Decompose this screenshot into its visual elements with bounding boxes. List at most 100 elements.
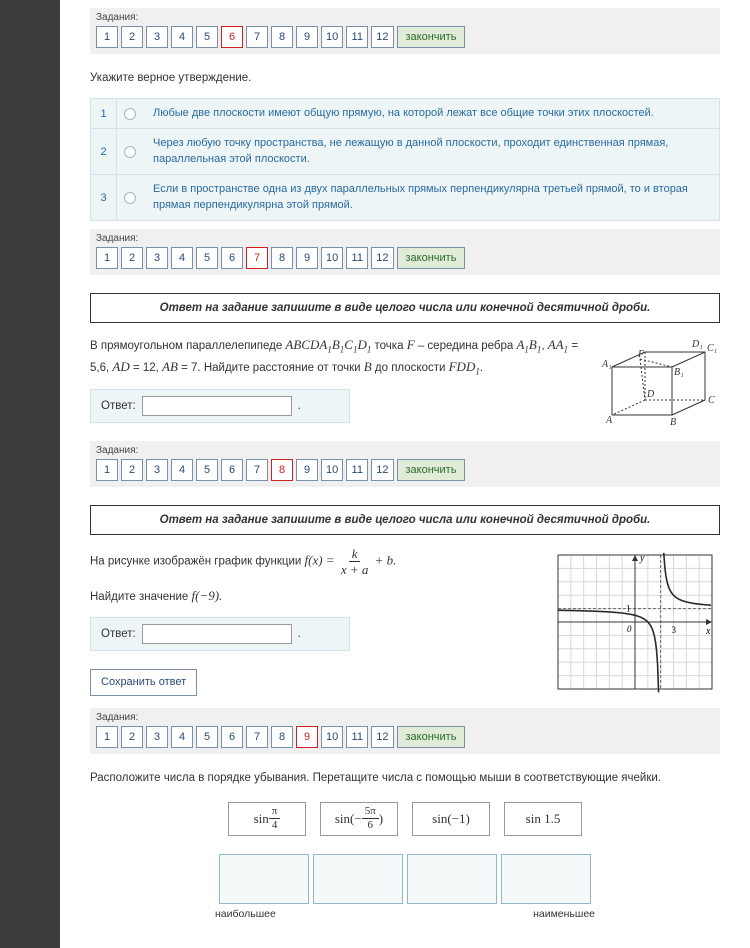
nav-item-9[interactable]: 9 xyxy=(296,726,318,748)
nav-item-2[interactable]: 2 xyxy=(121,26,143,48)
nav-item-10[interactable]: 10 xyxy=(321,459,343,481)
nav-item-2[interactable]: 2 xyxy=(121,459,143,481)
nav-item-8[interactable]: 8 xyxy=(271,247,293,269)
nav-item-7[interactable]: 7 xyxy=(246,726,268,748)
nav-item-11[interactable]: 11 xyxy=(346,26,368,48)
drag-item[interactable]: sin(−5π6) xyxy=(320,802,398,836)
nav-item-3[interactable]: 3 xyxy=(146,459,168,481)
nav-item-9[interactable]: 9 xyxy=(296,459,318,481)
text: Найдите значение xyxy=(90,591,192,603)
nav-item-7[interactable]: 7 xyxy=(246,247,268,269)
nav-item-1[interactable]: 1 xyxy=(96,459,118,481)
svg-text:F: F xyxy=(637,349,645,360)
choice-radio[interactable] xyxy=(117,99,143,128)
nav-item-9[interactable]: 9 xyxy=(296,247,318,269)
nav-item-4[interactable]: 4 xyxy=(171,247,193,269)
answer-dot: . xyxy=(298,397,301,415)
math: F xyxy=(407,337,415,352)
nav-finish-button[interactable]: закончить xyxy=(397,459,466,481)
drop-slot[interactable] xyxy=(313,854,403,904)
nav-item-6[interactable]: 6 xyxy=(221,459,243,481)
nav-label: Задания: xyxy=(96,12,714,23)
nav-item-6[interactable]: 6 xyxy=(221,26,243,48)
nav-label: Задания: xyxy=(96,445,714,456)
nav-item-2[interactable]: 2 xyxy=(121,247,143,269)
drag-item[interactable]: sinπ4 xyxy=(228,802,306,836)
choice-row[interactable]: 1Любые две плоскости имеют общую прямую,… xyxy=(90,98,720,129)
answer-input[interactable] xyxy=(142,396,292,416)
task-body: В прямоугольном параллелепипеде ABCDA1B1… xyxy=(90,335,720,433)
nav-label: Задания: xyxy=(96,712,714,723)
nav-item-5[interactable]: 5 xyxy=(196,247,218,269)
left-sidebar-strip xyxy=(0,0,60,948)
choice-radio[interactable] xyxy=(117,175,143,220)
nav-item-8[interactable]: 8 xyxy=(271,726,293,748)
nav-item-10[interactable]: 10 xyxy=(321,247,343,269)
nav-item-8[interactable]: 8 xyxy=(271,459,293,481)
nav-item-5[interactable]: 5 xyxy=(196,726,218,748)
nav-block-3: Задания: 123456789101112закончить xyxy=(90,441,720,487)
nav-finish-button[interactable]: закончить xyxy=(397,26,466,48)
answer-input[interactable] xyxy=(142,624,292,644)
nav-block-1: Задания: 123456789101112закончить xyxy=(90,8,720,54)
drop-target-row xyxy=(90,854,720,904)
nav-item-1[interactable]: 1 xyxy=(96,26,118,48)
nav-item-6[interactable]: 6 xyxy=(221,726,243,748)
nav-item-12[interactable]: 12 xyxy=(371,459,393,481)
drop-slot[interactable] xyxy=(219,854,309,904)
drop-slot[interactable] xyxy=(407,854,497,904)
nav-block-2: Задания: 123456789101112закончить xyxy=(90,229,720,275)
nav-item-5[interactable]: 5 xyxy=(196,459,218,481)
hyperbola-graph: 031xy xyxy=(550,547,720,700)
nav-item-12[interactable]: 12 xyxy=(371,26,393,48)
nav-item-3[interactable]: 3 xyxy=(146,247,168,269)
choice-row[interactable]: 3 Если в пространстве одна из двух паралл… xyxy=(90,175,720,221)
text: – середина ребра xyxy=(418,340,517,352)
nav-item-3[interactable]: 3 xyxy=(146,726,168,748)
nav-item-8[interactable]: 8 xyxy=(271,26,293,48)
nav-item-1[interactable]: 1 xyxy=(96,247,118,269)
label-min: наименьшее xyxy=(533,908,595,920)
nav-item-4[interactable]: 4 xyxy=(171,459,193,481)
nav-item-11[interactable]: 11 xyxy=(346,726,368,748)
math: FDD1 xyxy=(449,359,480,374)
answer-row: Ответ: . xyxy=(90,389,350,423)
nav-item-9[interactable]: 9 xyxy=(296,26,318,48)
save-answer-button[interactable]: Сохранить ответ xyxy=(90,669,197,697)
nav-item-4[interactable]: 4 xyxy=(171,26,193,48)
nav-item-12[interactable]: 12 xyxy=(371,247,393,269)
nav-item-4[interactable]: 4 xyxy=(171,726,193,748)
choice-number: 3 xyxy=(91,175,117,220)
math: A1B1 xyxy=(516,337,541,352)
math: AD xyxy=(112,359,129,374)
svg-text:B₁: B₁ xyxy=(674,367,684,378)
nav-item-11[interactable]: 11 xyxy=(346,459,368,481)
task-body: На рисунке изображён график функции f(x)… xyxy=(90,547,720,700)
drag-item[interactable]: sin(−1) xyxy=(412,802,490,836)
nav-item-5[interactable]: 5 xyxy=(196,26,218,48)
instruction-box: Ответ на задание запишите в виде целого … xyxy=(90,293,720,323)
nav-item-10[interactable]: 10 xyxy=(321,726,343,748)
nav-item-7[interactable]: 7 xyxy=(246,459,268,481)
choice-text: Если в пространстве одна из двух паралле… xyxy=(143,175,719,220)
nav-label: Задания: xyxy=(96,233,714,244)
nav-item-6[interactable]: 6 xyxy=(221,247,243,269)
nav-item-3[interactable]: 3 xyxy=(146,26,168,48)
answer-label: Ответ: xyxy=(101,625,136,643)
nav-finish-button[interactable]: закончить xyxy=(397,247,466,269)
nav-item-2[interactable]: 2 xyxy=(121,726,143,748)
task-text: В прямоугольном параллелепипеде ABCDA1B1… xyxy=(90,335,588,433)
svg-text:3: 3 xyxy=(672,625,677,635)
drag-item[interactable]: sin 1.5 xyxy=(504,802,582,836)
label-max: наибольшее xyxy=(215,908,276,920)
drop-slot[interactable] xyxy=(501,854,591,904)
nav-item-10[interactable]: 10 xyxy=(321,26,343,48)
nav-item-12[interactable]: 12 xyxy=(371,726,393,748)
question-prompt: Укажите верное утверждение. xyxy=(90,72,720,84)
nav-item-11[interactable]: 11 xyxy=(346,247,368,269)
choice-radio[interactable] xyxy=(117,129,143,174)
nav-finish-button[interactable]: закончить xyxy=(397,726,466,748)
choice-row[interactable]: 2Через любую точку пространства, не лежа… xyxy=(90,129,720,175)
nav-item-7[interactable]: 7 xyxy=(246,26,268,48)
nav-item-1[interactable]: 1 xyxy=(96,726,118,748)
